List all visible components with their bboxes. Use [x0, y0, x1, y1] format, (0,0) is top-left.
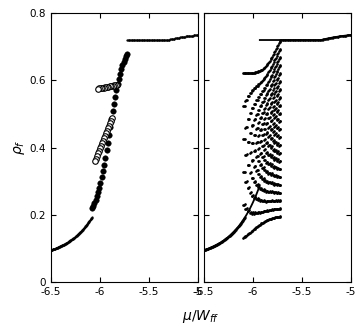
- Text: $\mu/W_{ff}$: $\mu/W_{ff}$: [182, 308, 220, 325]
- Y-axis label: $\rho_f$: $\rho_f$: [12, 140, 26, 155]
